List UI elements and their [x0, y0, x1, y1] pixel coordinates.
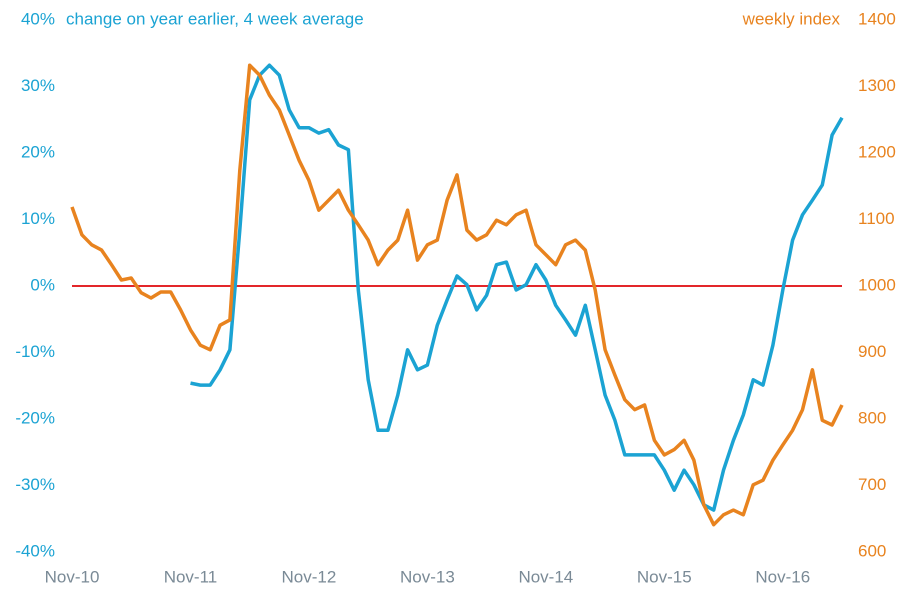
- left-axis-title: change on year earlier, 4 week average: [66, 9, 364, 28]
- x-tick-label: Nov-14: [518, 567, 573, 586]
- x-tick-label: Nov-16: [755, 567, 810, 586]
- y2-tick-label: 700: [858, 475, 886, 494]
- y2-tick-label: 900: [858, 342, 886, 361]
- y2-tick-label: 1000: [858, 275, 896, 294]
- y2-tick-label: 1200: [858, 142, 896, 161]
- x-tick-label: Nov-15: [637, 567, 692, 586]
- y-tick-label: 30%: [21, 76, 55, 95]
- series-line: [70, 63, 844, 527]
- y-tick-label: 10%: [21, 209, 55, 228]
- y2-tick-label: 1300: [858, 76, 896, 95]
- y-tick-label: -30%: [15, 475, 55, 494]
- right-axis-title: weekly index: [742, 9, 841, 28]
- x-tick-label: Nov-13: [400, 567, 455, 586]
- y2-tick-label: 1400: [858, 9, 896, 28]
- y2-tick-label: 1100: [858, 209, 895, 228]
- x-tick-label: Nov-11: [164, 567, 218, 586]
- y2-tick-label: 800: [858, 408, 886, 427]
- y-tick-label: -10%: [15, 342, 55, 361]
- y2-tick-label: 600: [858, 541, 886, 560]
- x-tick-label: Nov-10: [45, 567, 100, 586]
- y-tick-label: -40%: [15, 541, 55, 560]
- y-tick-label: 20%: [21, 142, 55, 161]
- y-tick-label: 40%: [21, 9, 55, 28]
- y-tick-label: 0%: [30, 275, 55, 294]
- series-line: [190, 63, 844, 512]
- y-tick-label: -20%: [15, 408, 55, 427]
- x-tick-label: Nov-12: [282, 567, 337, 586]
